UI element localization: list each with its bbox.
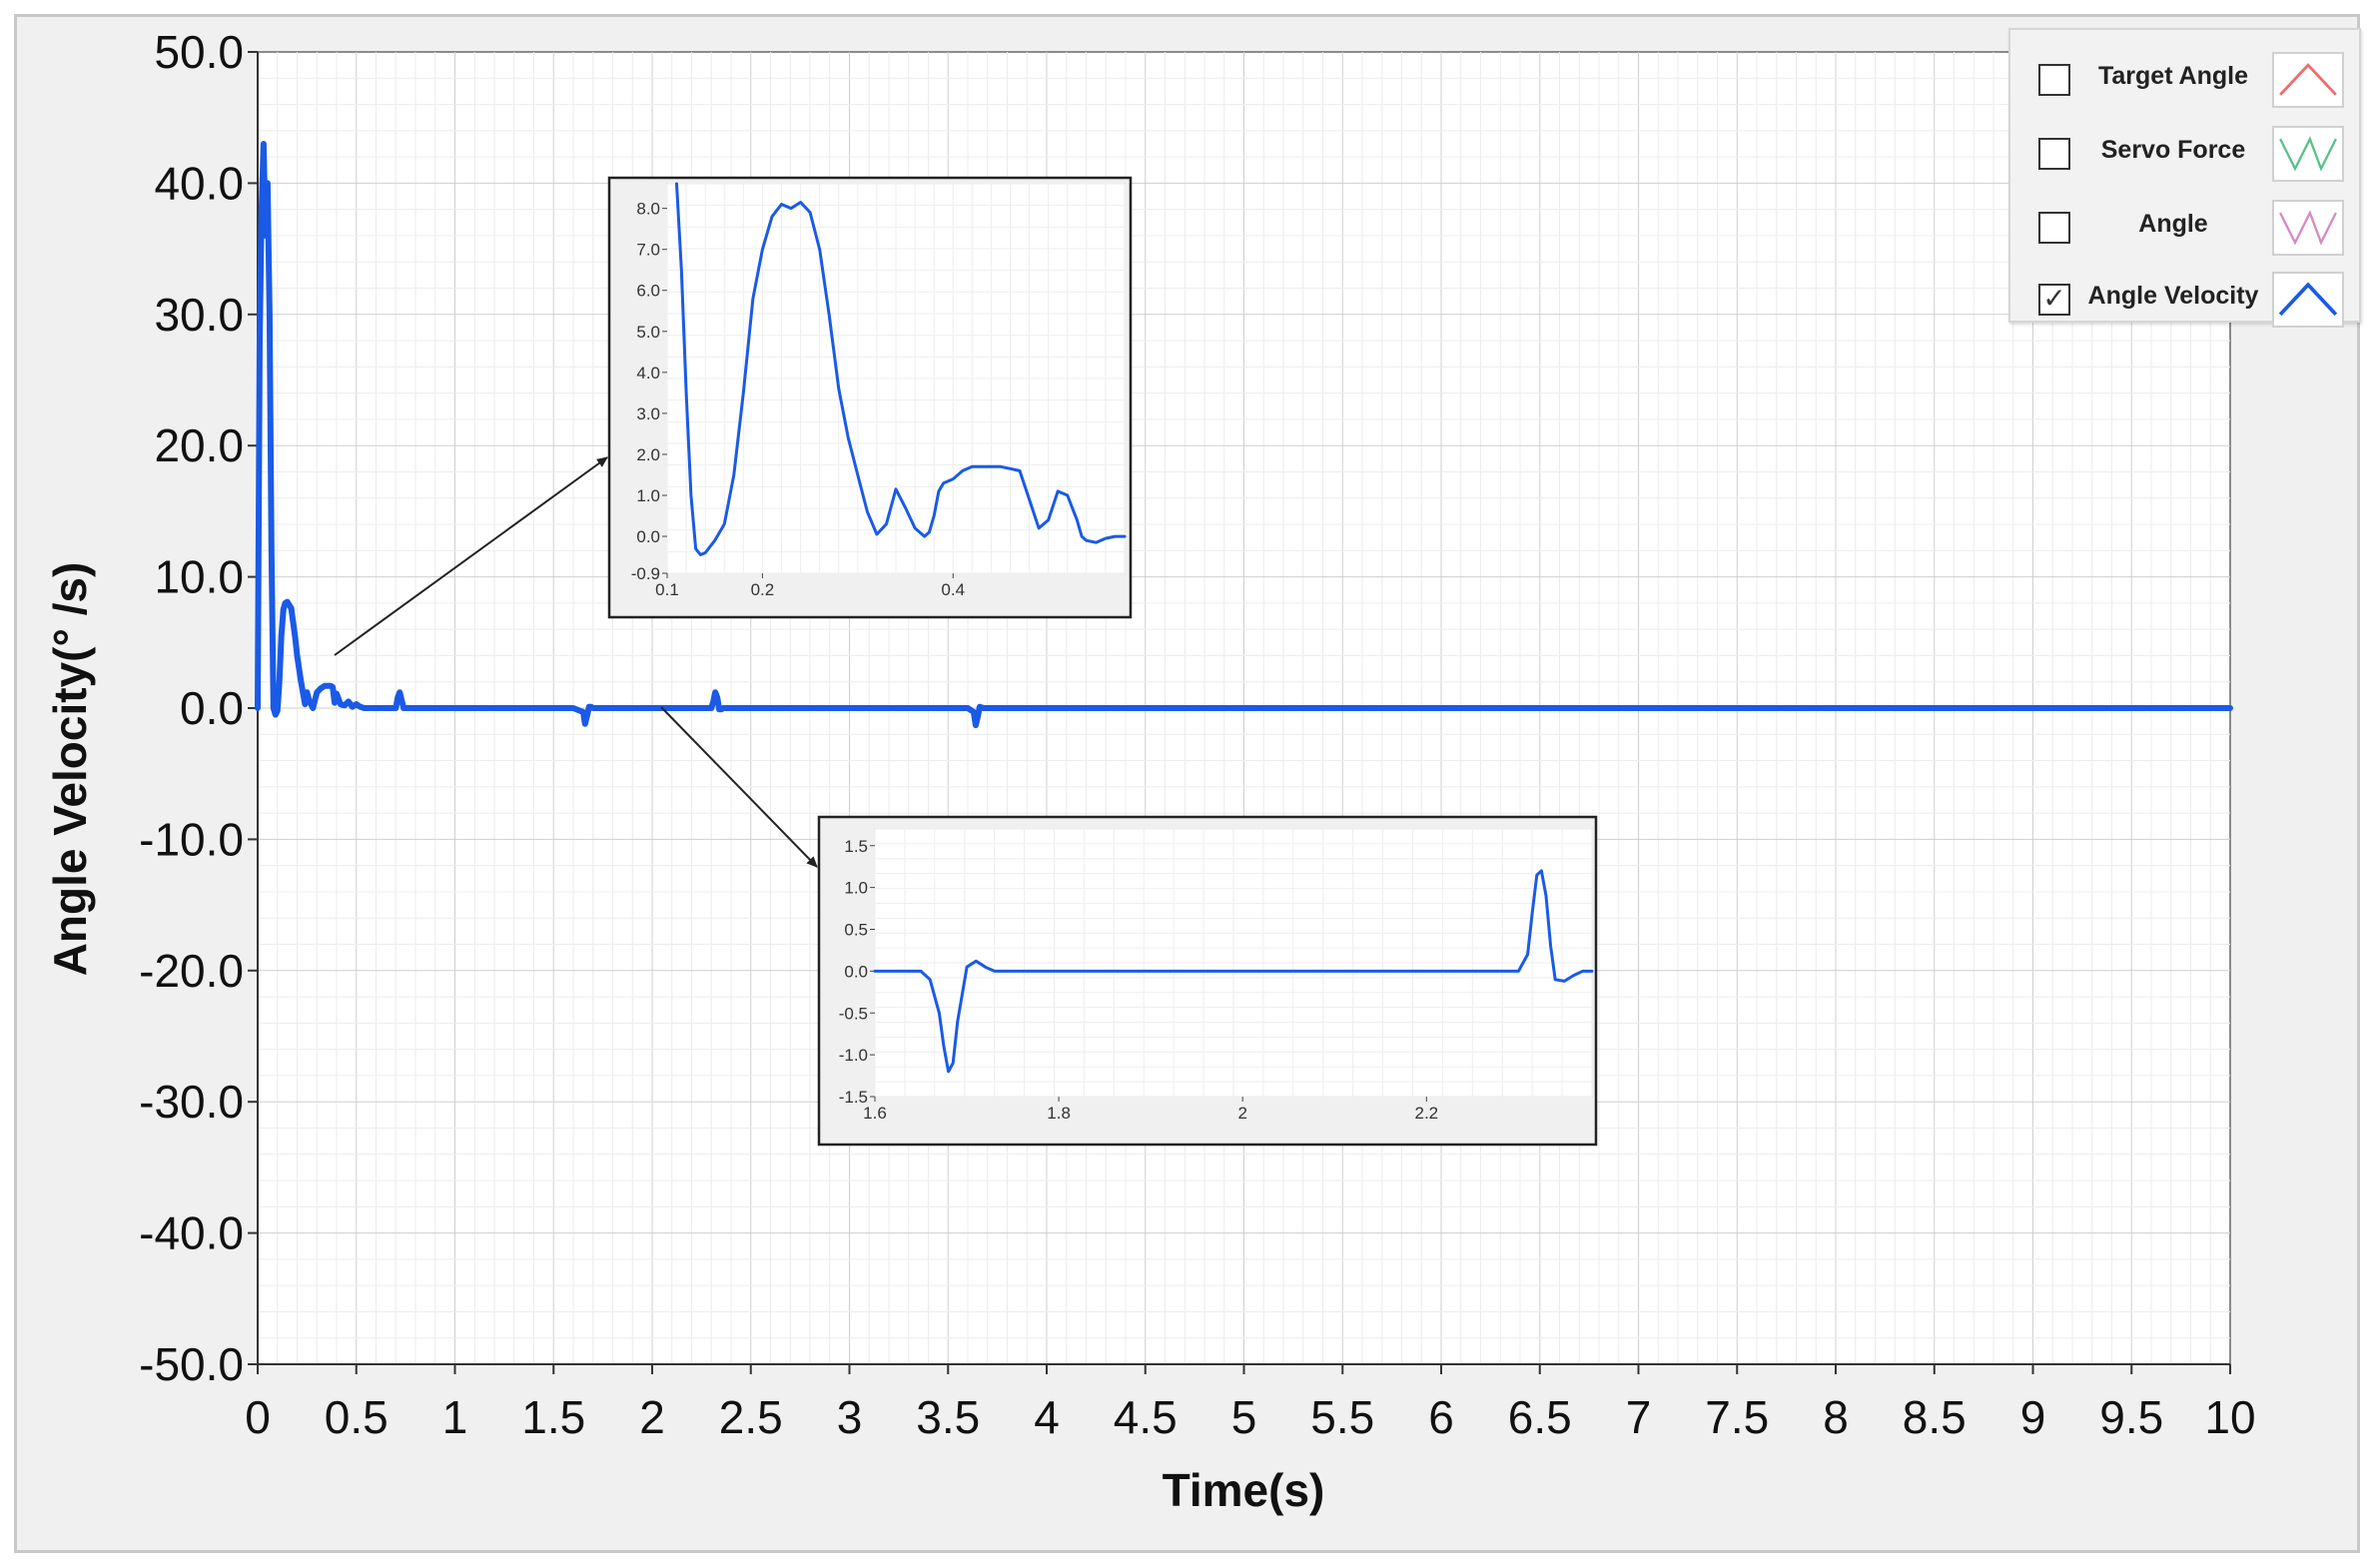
inset-x-tick-label: 2.2	[1414, 1104, 1438, 1123]
x-tick-label: 7.5	[1705, 1391, 1769, 1443]
angle-velocity-checkbox[interactable]: ✓	[2038, 284, 2070, 316]
x-tick-label: 5	[1231, 1391, 1257, 1443]
x-tick-label: 2	[639, 1391, 665, 1443]
inset-x-tick-label: 1.6	[863, 1104, 887, 1123]
inset-x-tick-label: 0.1	[655, 580, 679, 599]
legend-label: Angle Velocity	[2087, 282, 2259, 310]
series-line-angle-velocity	[255, 141, 2233, 729]
inset-y-tick-label: -0.5	[839, 1004, 868, 1023]
inset-y-tick-label: 0.0	[844, 962, 868, 981]
x-tick-label: 3	[837, 1391, 863, 1443]
inset-x-tick-label: 2	[1237, 1104, 1246, 1123]
legend-label: Servo Force	[2100, 136, 2246, 164]
legend-item-servo-force[interactable]: Servo Force	[2010, 122, 2350, 192]
x-tick-label: 1	[442, 1391, 468, 1443]
y-tick-label: 10.0	[154, 551, 244, 603]
x-axis-title: Time(s)	[1163, 1464, 1325, 1516]
servo-force-swatch-icon	[2272, 126, 2344, 182]
inset-y-tick-label: 1.5	[844, 837, 868, 856]
inset-y-tick-label: 6.0	[636, 282, 660, 301]
y-axis-title: Angle Velocity(° /s)	[44, 562, 96, 977]
inset-y-tick-label: -0.9	[631, 564, 660, 583]
inset-x-tick-label: 0.4	[941, 580, 965, 599]
inset-y-tick-label: 1.0	[636, 486, 660, 505]
x-tick-label: 8	[1823, 1391, 1849, 1443]
legend-item-target-angle[interactable]: Target Angle	[2010, 48, 2350, 118]
inset-y-tick-label: 5.0	[636, 323, 660, 342]
y-tick-label: 50.0	[154, 26, 244, 78]
axes: 0 0.5 1 1.5 2 2.5 3 3.5 4 4.5 5 5.5 6 6.5 7 7.5 8 8.5 9 9.5…	[139, 26, 2255, 1443]
inset-y-tick-label: -1.5	[839, 1088, 868, 1107]
legend-label: Angle	[2138, 210, 2208, 238]
y-tick-label: -10.0	[139, 813, 244, 865]
x-tick-label: 0.5	[325, 1391, 389, 1443]
x-tick-label: 5.5	[1310, 1391, 1374, 1443]
inset-y-tick-label: 1.0	[844, 879, 868, 898]
angle-velocity-swatch-icon	[2272, 272, 2344, 328]
y-tick-label: 40.0	[154, 157, 244, 209]
legend-item-angle-velocity[interactable]: ✓ Angle Velocity	[2010, 268, 2350, 338]
x-tick-label: 1.5	[521, 1391, 585, 1443]
inset-y-tick-label: 8.0	[636, 200, 660, 219]
inset-y-tick-label: 2.0	[636, 445, 660, 464]
inset-2-arrow	[660, 706, 818, 868]
x-tick-label: 2.5	[719, 1391, 783, 1443]
inset-1: 8.0 7.0 6.0 5.0 4.0 3.0 2.0 1.0 0.0 -0.90.1 0.2 0.4	[607, 176, 1133, 619]
legend: Target Angle Servo Force Angle ✓ Angle V…	[2008, 28, 2361, 328]
y-tick-label: -30.0	[139, 1076, 244, 1128]
y-tick-label: 20.0	[154, 419, 244, 471]
x-tick-label: 9.5	[2099, 1391, 2163, 1443]
annotation-arrows	[334, 456, 818, 868]
inset-x-tick-label: 0.2	[751, 580, 775, 599]
inset-x-tick-label: 1.8	[1047, 1104, 1071, 1123]
x-tick-label: 4	[1034, 1391, 1060, 1443]
inset-layer: 8.0 7.0 6.0 5.0 4.0 3.0 2.0 1.0 0.0 -0.90.1 0.2 0.4…	[607, 176, 1598, 1147]
y-tick-label: 0.0	[180, 682, 244, 734]
inset-y-tick-label: -1.0	[839, 1046, 868, 1065]
x-tick-label: 8.5	[1903, 1391, 1967, 1443]
target-angle-swatch-icon	[2272, 52, 2344, 108]
inset-2: 1.5 1.0 0.5 0.0 -0.5 -1.0 -1.51.6 1.8 2 2.2	[817, 815, 1598, 1147]
inset-y-tick-label: 4.0	[636, 364, 660, 383]
inset-y-tick-label: 7.0	[636, 241, 660, 260]
legend-item-angle[interactable]: Angle	[2010, 196, 2350, 266]
inset-y-tick-label: 0.0	[636, 527, 660, 546]
inset-1-arrow	[334, 456, 608, 656]
angle-swatch-icon	[2272, 200, 2344, 256]
x-tick-label: 6	[1428, 1391, 1454, 1443]
inset-series-line	[675, 182, 1127, 556]
y-tick-label: -20.0	[139, 945, 244, 997]
y-tick-label: 30.0	[154, 289, 244, 341]
inset-series-line	[873, 869, 1594, 1074]
inset-y-tick-label: 3.0	[636, 404, 660, 423]
servo-force-checkbox[interactable]	[2038, 138, 2070, 170]
x-tick-label: 9	[2020, 1391, 2046, 1443]
x-tick-label: 7	[1626, 1391, 1652, 1443]
y-tick-label: -50.0	[139, 1338, 244, 1390]
inset-y-tick-label: 0.5	[844, 921, 868, 940]
legend-label: Target Angle	[2097, 62, 2248, 90]
x-tick-label: 3.5	[916, 1391, 980, 1443]
x-tick-label: 6.5	[1508, 1391, 1572, 1443]
angle-checkbox[interactable]	[2038, 212, 2070, 244]
y-tick-label: -40.0	[139, 1207, 244, 1259]
x-tick-label: 10	[2204, 1391, 2255, 1443]
x-tick-label: 4.5	[1114, 1391, 1178, 1443]
x-tick-label: 0	[245, 1391, 271, 1443]
series-layer	[255, 141, 2233, 729]
target-angle-checkbox[interactable]	[2038, 64, 2070, 96]
